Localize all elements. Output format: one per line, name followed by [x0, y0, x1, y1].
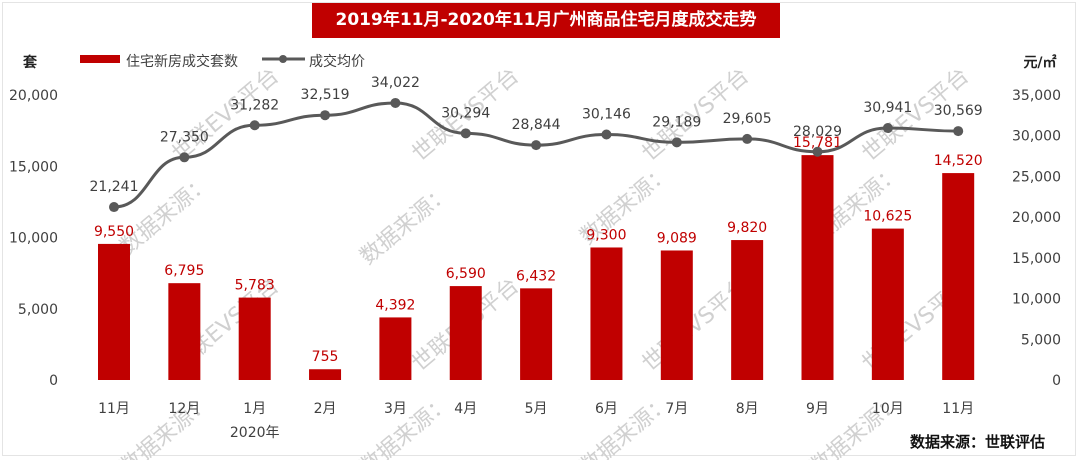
x-tick-label: 5月	[525, 401, 548, 417]
bar-4	[379, 317, 412, 380]
line-label: 32,519	[301, 87, 350, 103]
line-point-8	[671, 137, 682, 148]
line-point-0	[109, 202, 119, 213]
x-tick-label: 11月	[942, 401, 974, 417]
bar-label: 9,550	[94, 224, 134, 240]
right-tick-label: 10,000	[1012, 292, 1061, 308]
bar-label: 10,625	[863, 209, 912, 225]
bar-10	[801, 155, 834, 380]
x-tick-label: 12月	[168, 401, 200, 417]
bar-7	[590, 247, 623, 380]
watermark-platform: 世联EVS平台	[168, 63, 284, 166]
bar-label: 755	[312, 349, 339, 365]
line-label: 29,605	[723, 111, 772, 127]
bar-8	[660, 250, 693, 380]
left-axis-unit: 套	[23, 54, 37, 71]
bar-label: 4,392	[375, 297, 415, 313]
line-label: 30,146	[582, 107, 631, 123]
bar-label: 5,783	[235, 278, 275, 294]
line-label: 27,350	[160, 129, 209, 145]
x-tick-label: 8月	[736, 401, 759, 417]
watermark-source: 数据来源：	[356, 180, 456, 270]
right-tick-label: 20,000	[1012, 210, 1061, 226]
x-tick-sublabel: 2020年	[230, 425, 280, 441]
bar-label: 6,590	[446, 266, 486, 282]
line-point-10	[812, 146, 823, 157]
line-point-11	[882, 123, 893, 134]
left-tick-label: 5,000	[18, 302, 58, 318]
bar-label: 14,520	[934, 153, 983, 169]
right-tick-label: 0	[1052, 373, 1061, 389]
bar-label: 6,795	[164, 263, 204, 279]
legend-bar-swatch	[80, 55, 120, 63]
line-label: 34,022	[371, 75, 420, 91]
line-point-4	[390, 97, 401, 108]
line-label: 30,294	[441, 105, 490, 121]
line-point-1	[179, 152, 190, 163]
line-point-9	[742, 133, 753, 144]
bar-label: 9,089	[657, 230, 697, 246]
legend-line-marker	[279, 55, 287, 63]
bar-label: 15,781	[793, 135, 842, 151]
bar-1	[168, 283, 201, 380]
right-tick-label: 5,000	[1021, 332, 1061, 348]
line-point-3	[320, 110, 331, 121]
right-tick-label: 25,000	[1012, 169, 1061, 185]
right-tick-label: 30,000	[1012, 129, 1061, 145]
left-tick-label: 20,000	[9, 88, 58, 104]
left-tick-label: 10,000	[9, 231, 58, 247]
right-axis-unit: 元/㎡	[1023, 54, 1056, 71]
line-point-7	[601, 129, 612, 140]
watermark-source: 数据来源：	[576, 390, 676, 460]
x-tick-label: 1月	[243, 401, 266, 417]
line-label: 30,941	[863, 100, 912, 116]
line-label: 29,189	[652, 114, 701, 130]
source-note: 数据来源：世联评估	[910, 433, 1045, 451]
bar-11	[871, 228, 904, 380]
line-label: 30,569	[934, 103, 983, 119]
bar-label: 9,820	[727, 220, 767, 236]
line-point-12	[953, 126, 964, 137]
bar-3	[309, 369, 342, 380]
x-tick-label: 9月	[806, 401, 829, 417]
bar-2	[238, 297, 271, 380]
x-tick-label: 3月	[384, 401, 407, 417]
bar-6	[520, 288, 553, 380]
bar-label: 6,432	[516, 268, 556, 284]
x-tick-label: 2月	[314, 401, 337, 417]
line-label: 28,844	[512, 117, 561, 133]
x-tick-label: 6月	[595, 401, 618, 417]
line-label: 28,029	[793, 124, 842, 140]
x-tick-label: 4月	[454, 401, 477, 417]
legend-bar-label: 住宅新房成交套数	[126, 53, 238, 70]
legend-line-label: 成交均价	[309, 53, 365, 70]
bar-9	[731, 240, 764, 380]
bar-0	[98, 243, 130, 380]
left-tick-label: 0	[49, 373, 58, 389]
line-label: 21,241	[90, 179, 139, 195]
left-tick-label: 15,000	[9, 159, 58, 175]
line-point-6	[531, 140, 542, 151]
x-tick-label: 7月	[665, 401, 688, 417]
right-tick-label: 15,000	[1012, 251, 1061, 267]
x-tick-label: 11月	[98, 401, 130, 417]
x-tick-label: 10月	[872, 401, 904, 417]
line-point-5	[460, 128, 471, 139]
bar-label: 9,300	[586, 227, 626, 243]
bar-12	[942, 173, 975, 380]
line-point-2	[249, 120, 260, 131]
watermark-source: 数据来源：	[116, 390, 216, 460]
line-label: 31,282	[230, 97, 279, 113]
right-tick-label: 35,000	[1012, 88, 1061, 104]
chart-title: 2019年11月-2020年11月广州商品住宅月度成交走势	[312, 3, 780, 38]
bar-5	[449, 286, 482, 380]
